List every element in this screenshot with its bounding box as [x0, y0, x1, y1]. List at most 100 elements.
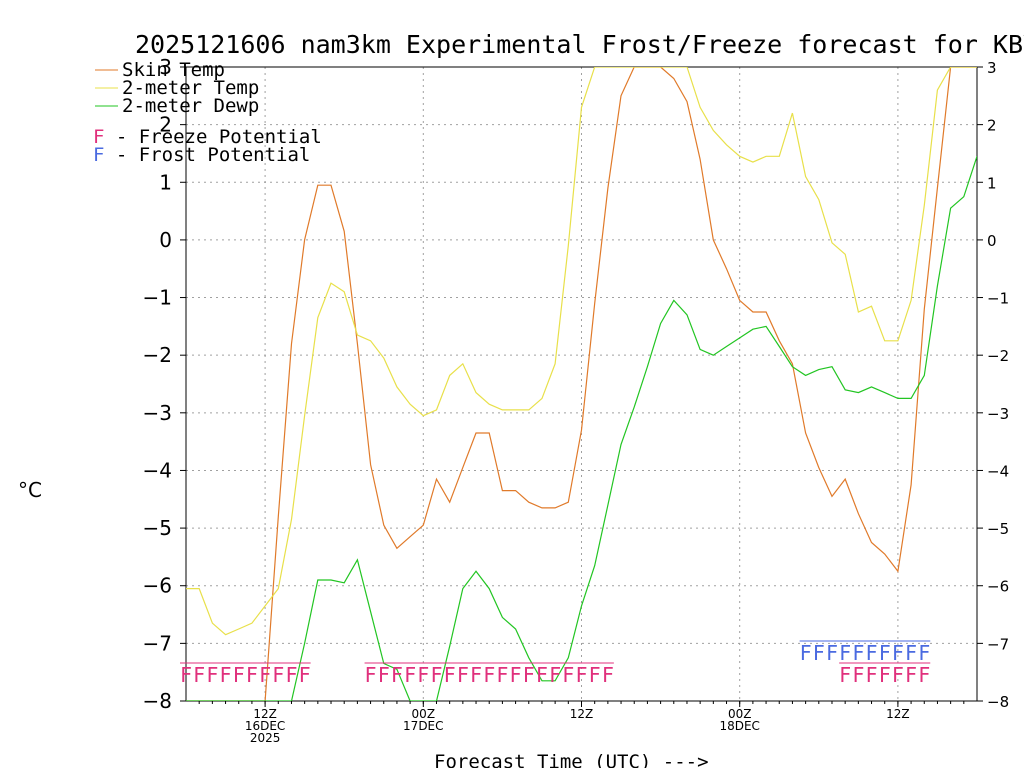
y-tick-label-right: 2 [987, 117, 997, 135]
y-tick-label-right: 0 [987, 232, 997, 250]
x-axis-label: Forecast Time (UTC) ---> [434, 751, 709, 768]
frost-mark: F [826, 641, 838, 665]
freeze-mark: F [536, 663, 548, 687]
y-tick-label: 2 [159, 113, 172, 137]
series-line-skin [186, 67, 977, 701]
frost-potential-legend: F - Frost Potential [93, 144, 310, 166]
freeze-letter: F [93, 126, 104, 148]
freeze-mark: F [510, 663, 522, 687]
potential-marks: F F F F F F F F F F F F F F F F F F F F F F F F F F F F F F F F F F F FF F F F… [180, 640, 930, 687]
freeze-mark: F [246, 663, 258, 687]
freeze-mark: F [206, 663, 218, 687]
frost-mark: F [892, 641, 904, 665]
freeze-mark: F [918, 663, 930, 687]
freeze-mark: F [272, 663, 284, 687]
freeze-mark: F [839, 663, 851, 687]
freeze-mark: F [259, 663, 271, 687]
frost-letter: F [93, 144, 104, 166]
freeze-potential-legend: F - Freeze Potential [93, 126, 322, 148]
y-tick-label: −7 [143, 631, 172, 655]
grid [186, 67, 977, 701]
legend-label-dewp: 2-meter Dewp [122, 95, 259, 117]
freeze-mark: F [496, 663, 508, 687]
freeze-mark: F [233, 663, 245, 687]
freeze-mark: F [457, 663, 469, 687]
freeze-mark: F [523, 663, 535, 687]
y-tick-label-right: −6 [987, 578, 1009, 596]
freeze-mark: F [404, 663, 416, 687]
x-tick-label: 12Z [886, 707, 910, 721]
x-tick-label: 12Z [253, 707, 277, 721]
frost-mark: F [866, 641, 878, 665]
frost-mark: F [852, 641, 864, 665]
x-tick-label: 16DEC [245, 719, 285, 733]
y-tick-label: −4 [143, 458, 172, 482]
y-tick-label: −6 [143, 574, 172, 598]
y-tick-label: 1 [159, 170, 172, 194]
y-tick-label-right: −4 [987, 462, 1009, 480]
plot-frame [185, 66, 978, 702]
legend: Skin Temp 2-meter Temp 2-meter Dewp F - … [93, 59, 322, 166]
y-tick-label-right: −1 [987, 290, 1009, 308]
frost-mark: F [813, 641, 825, 665]
y-tick-label-right: −3 [987, 405, 1009, 423]
freeze-mark: F [562, 663, 574, 687]
frost-mark: F [905, 641, 917, 665]
freeze-mark: F [483, 663, 495, 687]
freeze-mark: F [378, 663, 390, 687]
frost-mark: F [839, 641, 851, 665]
y-tick-label: −5 [143, 516, 172, 540]
freeze-mark: F [365, 663, 377, 687]
x-tick-label: 00Z [728, 707, 752, 721]
y-tick-label: 3 [159, 55, 172, 79]
y-tick-label-right: −5 [987, 520, 1009, 538]
frost-mark: F [800, 641, 812, 665]
legend-label-t2m: 2-meter Temp [122, 77, 259, 99]
chart-title: 2025121606 nam3km Experimental Frost/Fre… [135, 30, 1024, 59]
freeze-mark: F [193, 663, 205, 687]
freeze-mark: F [444, 663, 456, 687]
legend-label-skin: Skin Temp [122, 59, 225, 81]
freeze-mark: F [220, 663, 232, 687]
y-tick-label: −3 [143, 401, 172, 425]
y-tick-label-right: 3 [987, 59, 997, 77]
freeze-mark: F [879, 663, 891, 687]
y-tick-label-right: −7 [987, 635, 1009, 653]
freeze-mark: F [417, 663, 429, 687]
y-axis-label: °C [18, 478, 42, 502]
freeze-mark: F [589, 663, 601, 687]
frost-mark: F [918, 641, 930, 665]
x-tick-label: 2025 [250, 731, 281, 745]
freeze-mark: F [430, 663, 442, 687]
freeze-mark: F [905, 663, 917, 687]
freeze-mark: F [285, 663, 297, 687]
freeze-legend-label: - Freeze Potential [104, 126, 321, 148]
freeze-mark: F [470, 663, 482, 687]
x-tick-label: 00Z [412, 707, 436, 721]
x-tick-label: 12Z [570, 707, 594, 721]
y-tick-label-right: −8 [987, 693, 1009, 711]
y-tick-label-right: −2 [987, 347, 1009, 365]
freeze-mark: F [602, 663, 614, 687]
freeze-mark: F [299, 663, 311, 687]
series-lines [186, 67, 977, 701]
freeze-mark: F [391, 663, 403, 687]
freeze-mark: F [866, 663, 878, 687]
freeze-mark: F [852, 663, 864, 687]
axes: −8 −8 −7 −7 −6 −6 −5 −5 −4 −4 −3 −3 −2 −2 −1 −1 0 0 1 1 2 2 3 3… [143, 55, 1010, 745]
freeze-mark: F [180, 663, 192, 687]
y-tick-label: 0 [159, 228, 172, 252]
frost-mark: F [879, 641, 891, 665]
x-tick-label: 18DEC [719, 719, 759, 733]
freeze-mark: F [549, 663, 561, 687]
series-line-t2m [186, 67, 977, 636]
series-line-dewp [186, 156, 977, 701]
y-tick-label: −1 [143, 286, 172, 310]
freeze-mark: F [575, 663, 587, 687]
x-tick-label: 17DEC [403, 719, 443, 733]
y-tick-label: −8 [143, 689, 172, 713]
freeze-mark: F [892, 663, 904, 687]
y-tick-label-right: 1 [987, 174, 997, 192]
frost-legend-label: - Frost Potential [104, 144, 310, 166]
